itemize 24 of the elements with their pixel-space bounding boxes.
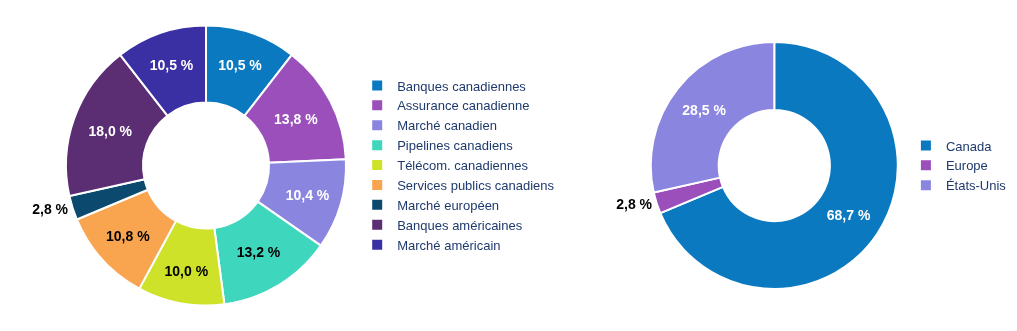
data-label: 13,8 %	[274, 110, 319, 127]
data-label: 13,2 %	[236, 244, 281, 261]
data-label: 28,5 %	[682, 101, 727, 118]
legend-label: États-Unis	[945, 178, 1007, 194]
legend-label: Services publics canadiens	[397, 178, 555, 194]
data-label: 2,8 %	[616, 195, 653, 212]
data-label: 2,8 %	[32, 200, 69, 217]
data-label: 10,5 %	[218, 57, 263, 74]
legend-label: Assurance canadienne	[397, 98, 530, 114]
legend-label: Pipelines canadiens	[397, 138, 514, 154]
data-label: 10,4 %	[285, 187, 330, 204]
legend-label: Marché canadien	[397, 118, 497, 134]
legend-label: Télécom. canadiennes	[397, 158, 529, 174]
legend-label: Canada	[945, 138, 993, 154]
data-label: 18,0 %	[88, 123, 133, 140]
data-label: 10,0 %	[164, 262, 209, 279]
data-label: 10,5 %	[149, 57, 194, 74]
legend-label: Marché européen	[397, 197, 500, 213]
legend-label: Banques canadiennes	[397, 78, 527, 94]
legend-label: Banques américaines	[397, 217, 523, 233]
data-label: 10,8 %	[106, 227, 151, 244]
legend-label: Marché américain	[397, 237, 501, 253]
legend-label: Europe	[945, 158, 988, 174]
data-label: 68,7 %	[826, 207, 871, 224]
